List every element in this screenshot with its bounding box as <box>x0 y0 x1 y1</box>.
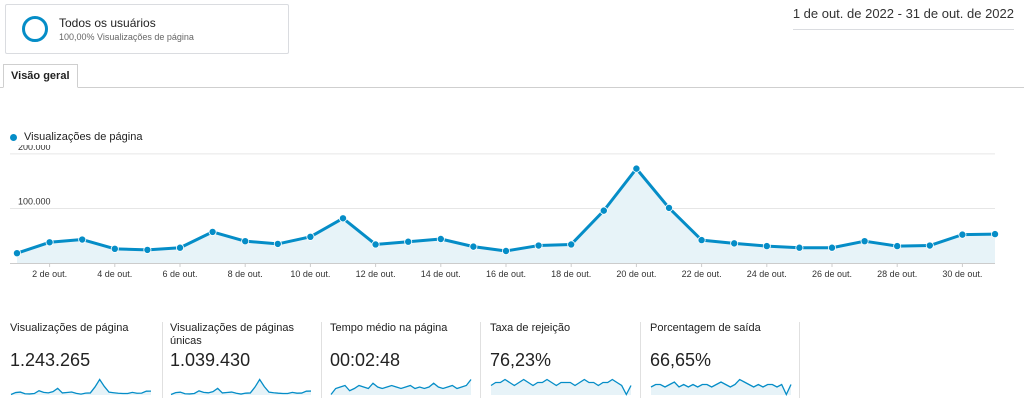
y-tick-label: 100.000 <box>18 196 51 206</box>
metric-label: Taxa de rejeição <box>490 322 571 334</box>
legend-label: Visualizações de página <box>24 131 143 143</box>
data-point <box>501 247 510 256</box>
sparkline-area <box>331 379 471 395</box>
metric-card[interactable]: Visualizações de página 1.243.265 <box>10 322 156 406</box>
sparkline-line <box>490 378 632 396</box>
metric-value: 66,65% <box>650 350 712 370</box>
data-point <box>893 242 902 251</box>
data-point <box>306 232 315 241</box>
tab-bar-line <box>0 87 1024 88</box>
metric-divider <box>799 322 800 398</box>
metric-label: Visualizações de página <box>10 322 129 334</box>
metric-divider <box>480 322 481 398</box>
metric-card[interactable]: Visualizações de páginas únicas 1.039.430 <box>170 322 316 406</box>
data-point <box>958 230 967 239</box>
data-point <box>599 206 608 215</box>
metric-sparkline <box>10 378 152 396</box>
legend-dot-icon <box>10 133 17 141</box>
data-point <box>828 243 837 252</box>
x-tick-label: 6 de out. <box>162 269 197 279</box>
metric-sparkline <box>490 378 632 396</box>
date-range-picker[interactable]: 1 de out. de 2022 - 31 de out. de 2022 <box>792 6 1014 30</box>
metric-card[interactable]: Porcentagem de saída 66,65% <box>650 322 796 406</box>
data-point <box>567 240 576 249</box>
metric-divider <box>640 322 641 398</box>
data-point <box>338 214 347 223</box>
x-tick-label: 4 de out. <box>97 269 132 279</box>
data-point <box>175 243 184 252</box>
metric-value: 1.243.265 <box>10 350 91 370</box>
metric-divider <box>321 322 322 398</box>
segment-circle-icon <box>22 16 48 42</box>
data-point <box>730 239 739 248</box>
x-tick-label: 30 de out. <box>942 269 982 279</box>
metric-value: 76,23% <box>490 350 552 370</box>
metric-label: Porcentagem de saída <box>650 322 761 334</box>
x-tick-label: 14 de out. <box>421 269 461 279</box>
x-tick-label: 10 de out. <box>290 269 330 279</box>
segment-selector[interactable]: Todos os usuários 100,00% Visualizações … <box>5 4 289 54</box>
metric-sparkline <box>650 378 792 396</box>
series-area <box>17 168 995 263</box>
data-point <box>110 244 119 253</box>
tab-overview[interactable]: Visão geral <box>3 64 78 88</box>
sparkline-line <box>330 379 472 395</box>
data-point <box>991 230 1000 239</box>
data-point <box>436 235 445 244</box>
chart-legend[interactable]: Visualizações de página <box>10 131 142 143</box>
data-point <box>469 242 478 251</box>
data-point <box>45 238 54 247</box>
metric-label: Visualizações de páginas únicas <box>170 322 294 347</box>
x-tick-label: 26 de out. <box>812 269 852 279</box>
sparkline-area <box>651 379 791 395</box>
sparkline-line <box>170 378 312 396</box>
x-tick-label: 20 de out. <box>616 269 656 279</box>
metric-card[interactable]: Tempo médio na página 00:02:48 <box>330 322 476 406</box>
data-point <box>371 240 380 249</box>
x-tick-label: 8 de out. <box>228 269 263 279</box>
data-point <box>860 237 869 246</box>
data-point <box>12 249 21 258</box>
x-tick-label: 18 de out. <box>551 269 591 279</box>
x-tick-label: 28 de out. <box>877 269 917 279</box>
metric-divider <box>162 322 163 398</box>
x-tick-label: 12 de out. <box>356 269 396 279</box>
data-point <box>143 245 152 254</box>
x-tick-label: 2 de out. <box>32 269 67 279</box>
sparkline-line <box>650 378 792 396</box>
x-tick-label: 22 de out. <box>682 269 722 279</box>
metric-label: Tempo médio na página <box>330 322 448 334</box>
metric-sparkline <box>170 378 312 396</box>
metric-card[interactable]: Taxa de rejeição 76,23% <box>490 322 636 406</box>
data-point <box>665 203 674 212</box>
sparkline-area <box>491 379 631 395</box>
data-point <box>762 242 771 251</box>
data-point <box>925 241 934 250</box>
segment-name: Todos os usuários <box>59 16 156 30</box>
data-point <box>208 227 217 236</box>
metric-sparkline <box>330 379 472 395</box>
y-tick-label: 200.000 <box>18 145 51 152</box>
x-tick-label: 16 de out. <box>486 269 526 279</box>
data-point <box>697 236 706 245</box>
segment-subtitle: 100,00% Visualizações de página <box>59 32 194 42</box>
data-point <box>404 237 413 246</box>
data-point <box>632 164 641 173</box>
sparkline-line <box>10 378 152 396</box>
data-point <box>241 237 250 246</box>
metric-value: 1.039.430 <box>170 350 251 370</box>
metric-value: 00:02:48 <box>330 350 401 370</box>
series-line <box>16 167 996 255</box>
data-point <box>273 239 282 248</box>
x-tick-label: 24 de out. <box>747 269 787 279</box>
pageviews-chart: 100.000 200.000 2 de out. 4 de out. 6 de out… <box>10 145 1000 279</box>
data-point <box>795 243 804 252</box>
data-point <box>534 241 543 250</box>
data-point <box>78 235 87 244</box>
